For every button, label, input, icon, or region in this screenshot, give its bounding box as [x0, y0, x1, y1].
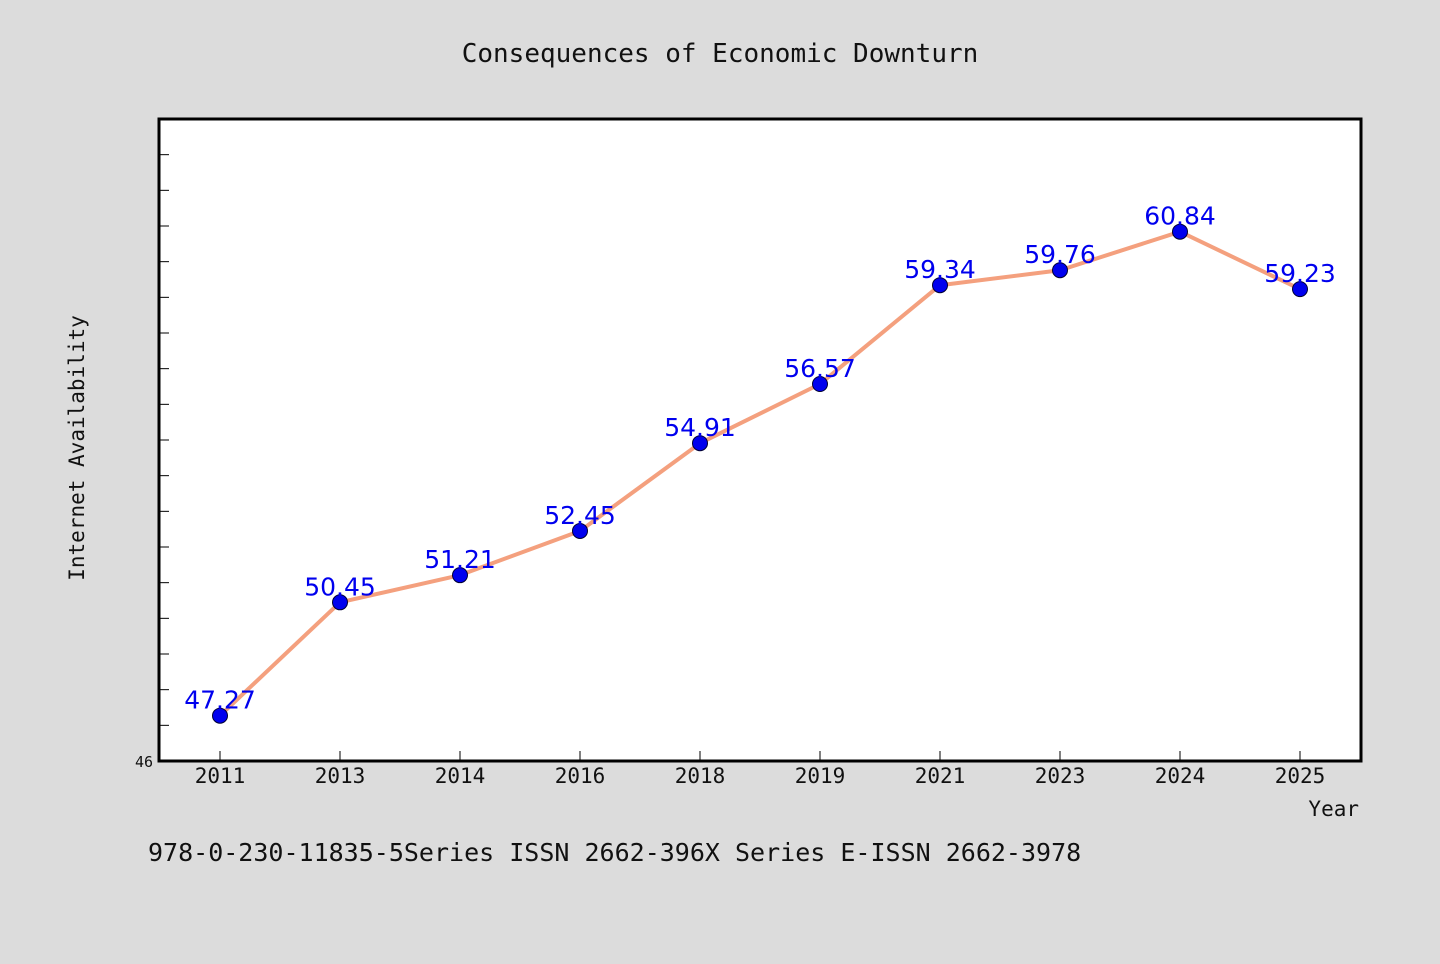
- x-tick-label: 2011: [195, 764, 246, 788]
- data-label: 52.45: [544, 501, 616, 530]
- data-point: [812, 376, 828, 393]
- data-label: 59.23: [1264, 259, 1336, 288]
- data-label: 47.27: [184, 686, 256, 715]
- data-point: [452, 567, 468, 584]
- x-tick-label: 2019: [795, 764, 846, 788]
- data-point: [212, 707, 228, 724]
- data-point: [332, 594, 348, 611]
- y-axis-label: Internet Availability: [65, 315, 89, 581]
- data-point: [692, 435, 708, 452]
- x-tick-label: 2023: [1035, 764, 1086, 788]
- x-axis-ticks: 2011 2013 2014 2016 2018 2019 2021 2023 2024 2025: [195, 751, 1326, 788]
- data-label: 50.45: [304, 572, 376, 601]
- x-tick-label: 2024: [1155, 764, 1206, 788]
- x-tick-label: 2018: [675, 764, 726, 788]
- data-point: [1292, 281, 1308, 298]
- series-line: [218, 229, 1301, 718]
- x-axis-label: Year: [1308, 797, 1359, 821]
- footer-identifiers: 978-0-230-11835-5Series ISSN 2662-396X S…: [148, 838, 1081, 867]
- series-group: 47.27 50.45 51.21 52.45 54.91 56.57 59.34 59.76…: [184, 202, 1336, 724]
- y-axis-ticks: 46: [135, 154, 169, 771]
- data-label: 51.21: [424, 545, 496, 574]
- y-tick-label: 46: [135, 753, 153, 771]
- data-point: [932, 277, 948, 294]
- data-label: 59.76: [1024, 240, 1096, 269]
- x-tick-label: 2014: [435, 764, 486, 788]
- x-tick-label: 2016: [555, 764, 606, 788]
- x-tick-label: 2021: [915, 764, 966, 788]
- data-point: [1052, 262, 1068, 279]
- x-tick-label: 2025: [1275, 764, 1326, 788]
- chart-title: Consequences of Economic Downturn: [462, 39, 979, 69]
- x-tick-label: 2013: [315, 764, 366, 788]
- data-label: 60.84: [1144, 202, 1216, 231]
- data-label: 54.91: [664, 413, 736, 442]
- plot-area: [157, 117, 1363, 763]
- data-point: [572, 522, 588, 539]
- data-label: 59.34: [904, 255, 976, 284]
- data-point: [1172, 223, 1188, 240]
- data-label: 56.57: [784, 354, 856, 383]
